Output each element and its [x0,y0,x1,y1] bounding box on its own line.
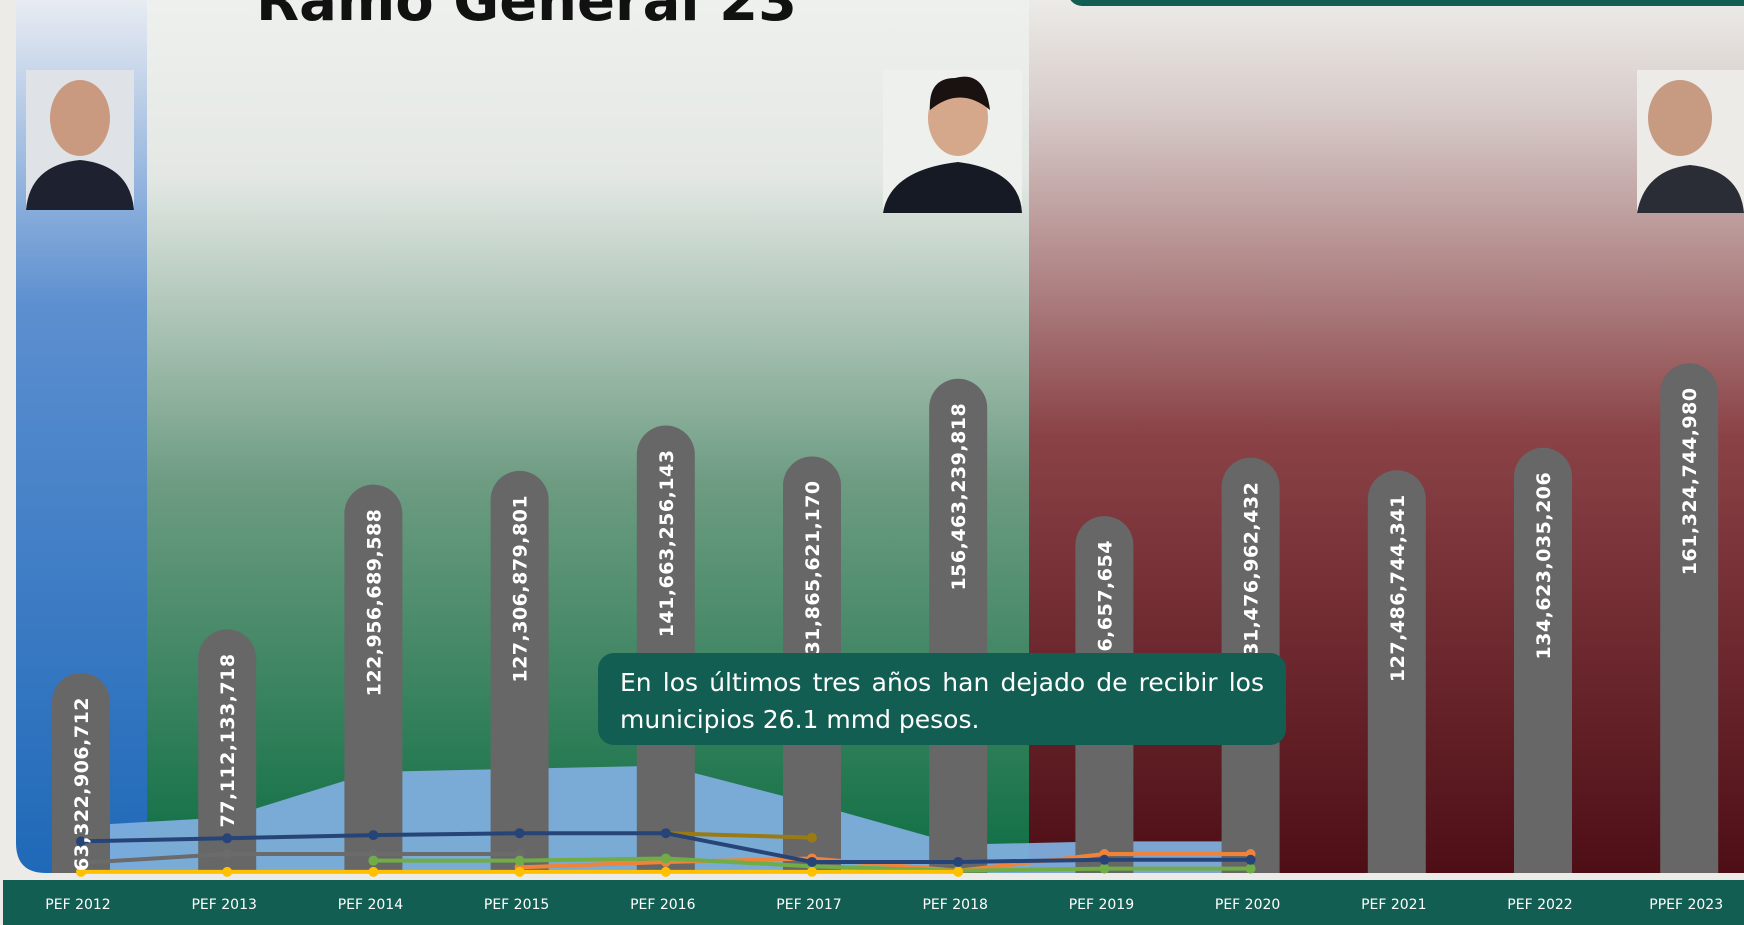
line-point [515,828,525,838]
line-point [515,867,525,877]
value-label: 161,324,744,980 [1679,387,1701,575]
chart-title: Ramo General 23 [256,0,797,34]
top-banner [1068,0,1744,6]
line-point [368,856,378,866]
line-point [807,867,817,877]
annotation: En los últimos tres años han dejado de r… [598,653,1286,745]
value-label: 127,486,744,341 [1387,494,1409,682]
x-tick-label: PEF 2019 [1069,897,1134,913]
x-tick-label: PEF 2013 [191,897,256,913]
x-tick-label: PEF 2020 [1215,897,1280,913]
x-tick-label: PPEF 2023 [1649,897,1723,913]
line-point [515,856,525,866]
line-point [368,830,378,840]
category-band [3,880,1744,925]
value-label: 77,112,133,718 [217,653,239,827]
chart: Ramo General 23 63,322,906,712 PEF 2012 77… [0,0,1744,925]
line-point [807,857,817,867]
line-point [1099,855,1109,865]
line-point [368,867,378,877]
value-label: 141,663,256,143 [656,450,678,638]
line-point [222,833,232,843]
line-point [807,833,817,843]
x-tick-label: PEF 2015 [484,897,549,913]
line-point [1099,864,1109,874]
line-point [1246,855,1256,865]
value-label: 131,865,621,170 [802,480,824,668]
portrait-2 [883,70,1022,213]
line-point [661,828,671,838]
x-tick-label: PEF 2017 [776,897,841,913]
page: {"chart_data": {"type": "bar", "title": … [0,0,1744,925]
x-tick-label: PEF 2021 [1361,897,1426,913]
portrait-1 [26,70,134,210]
x-tick-label: PEF 2014 [338,897,404,913]
value-label: 122,956,689,588 [363,509,385,697]
value-label: 63,322,906,712 [71,697,93,871]
line-point [1246,864,1256,874]
x-tick-label: PEF 2022 [1507,897,1572,913]
line-point [953,857,963,867]
line-point [661,867,671,877]
value-label: 127,306,879,801 [510,495,532,683]
line-point [222,849,232,859]
x-tick-label: PEF 2012 [45,897,110,913]
x-tick-label: PEF 2018 [922,897,987,913]
line-point [953,867,963,877]
x-tick-label: PEF 2016 [630,897,696,913]
line-point [222,867,232,877]
value-label: 156,463,239,818 [948,403,970,591]
value-label: 131,476,962,432 [1241,482,1263,670]
line-point [661,853,671,863]
portrait-3 [1637,70,1744,213]
value-label: 134,623,035,206 [1533,472,1555,660]
